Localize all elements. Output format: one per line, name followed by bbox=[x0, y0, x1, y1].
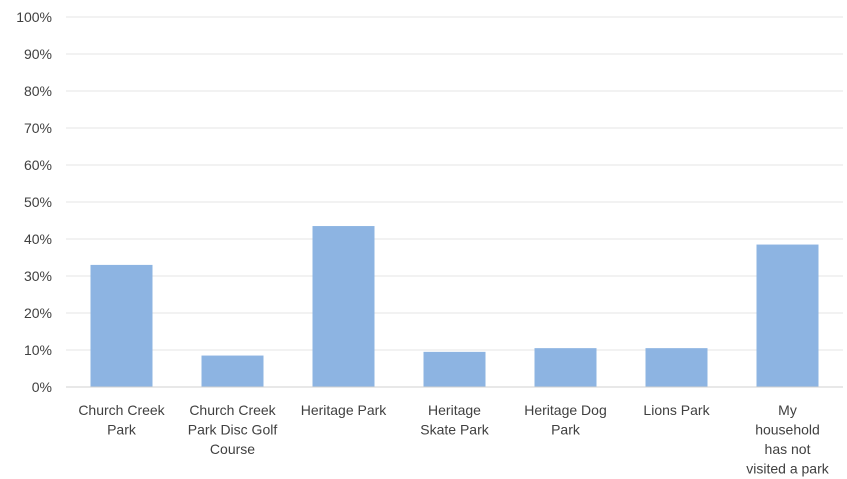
y-tick-label: 90% bbox=[24, 46, 52, 62]
x-category-label: Lions Park bbox=[643, 402, 710, 418]
x-category-label-line: Church Creek bbox=[78, 402, 165, 418]
bars bbox=[90, 226, 819, 387]
x-axis-category-labels: Church Creek Park Church Creek Park Disc Go… bbox=[78, 402, 829, 477]
gridlines bbox=[66, 16, 843, 351]
x-category-label-line: Heritage Park bbox=[301, 402, 388, 418]
x-category-label-line: Park bbox=[107, 422, 137, 438]
x-category-label-line: Park Disc Golf bbox=[188, 422, 278, 438]
y-tick-label: 100% bbox=[16, 9, 52, 25]
x-category-label-line: Skate Park bbox=[420, 422, 489, 438]
bar bbox=[534, 348, 597, 387]
x-category-label: Church Creek Park Disc Golf Course bbox=[188, 402, 278, 457]
bar bbox=[201, 355, 264, 387]
x-category-label-line: household bbox=[755, 422, 820, 438]
x-category-label-line: My bbox=[778, 402, 797, 418]
x-category-label-line: visited a park bbox=[746, 461, 829, 477]
bar bbox=[756, 244, 819, 387]
y-tick-label: 40% bbox=[24, 231, 52, 247]
y-tick-label: 30% bbox=[24, 268, 52, 284]
x-category-label-line: Course bbox=[210, 441, 255, 457]
x-category-label: My household has not visited a park bbox=[746, 402, 829, 477]
y-tick-label: 70% bbox=[24, 120, 52, 136]
x-category-label: Heritage Park bbox=[301, 402, 388, 418]
y-tick-label: 0% bbox=[32, 379, 52, 395]
x-category-label: Heritage Skate Park bbox=[420, 402, 489, 438]
bar bbox=[645, 348, 708, 387]
x-category-label-line: Heritage Dog bbox=[524, 402, 607, 418]
y-tick-label: 50% bbox=[24, 194, 52, 210]
y-tick-label: 20% bbox=[24, 305, 52, 321]
bar bbox=[90, 264, 153, 387]
x-category-label: Heritage Dog Park bbox=[524, 402, 607, 438]
y-axis-tick-labels: 0% 10% 20% 30% 40% 50% 60% 70% 80% 90% 100% bbox=[16, 9, 52, 395]
x-category-label-line: has not bbox=[765, 441, 811, 457]
x-category-label: Church Creek Park bbox=[78, 402, 165, 438]
x-category-label-line: Park bbox=[551, 422, 581, 438]
y-tick-label: 80% bbox=[24, 83, 52, 99]
x-category-label-line: Church Creek bbox=[189, 402, 276, 418]
bar bbox=[423, 351, 486, 387]
y-tick-label: 10% bbox=[24, 342, 52, 358]
bar bbox=[312, 226, 375, 387]
x-category-label-line: Heritage bbox=[428, 402, 481, 418]
x-category-label-line: Lions Park bbox=[643, 402, 710, 418]
y-tick-label: 60% bbox=[24, 157, 52, 173]
